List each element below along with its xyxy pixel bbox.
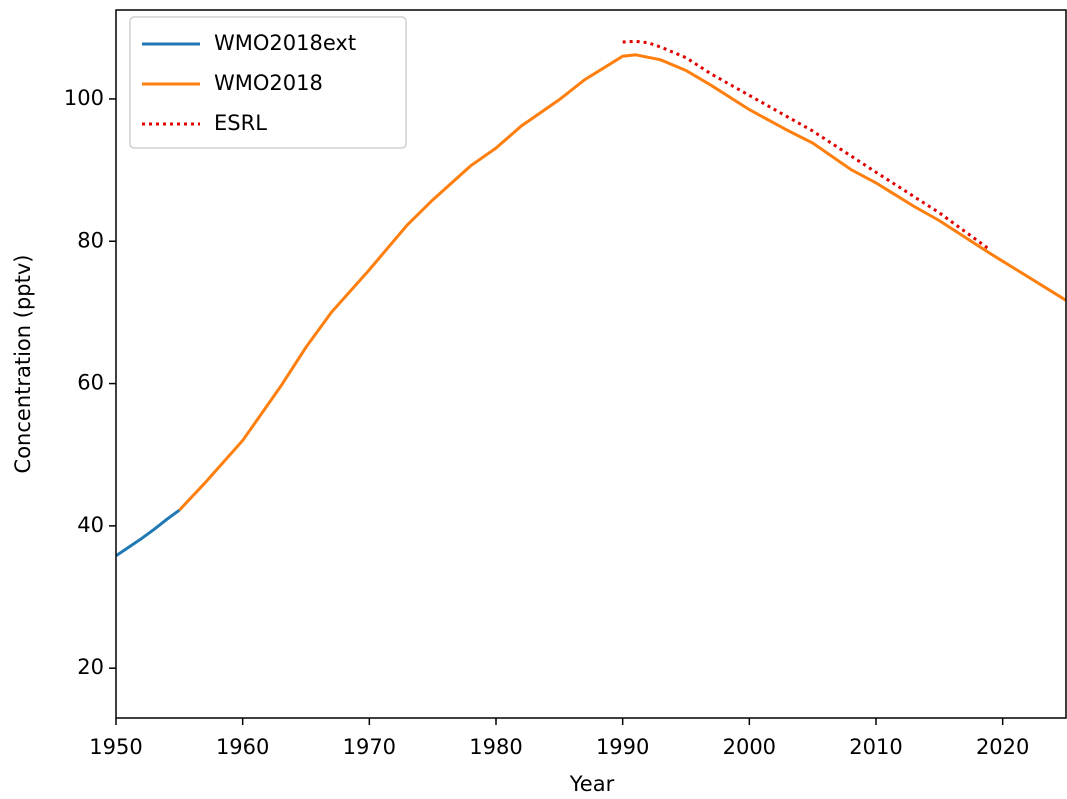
- legend-label: ESRL: [214, 111, 267, 135]
- x-tick-label: 1970: [343, 735, 396, 759]
- plot-frame: [115, 9, 1067, 719]
- y-tick-label: 20: [77, 655, 104, 679]
- line-1: [178, 53, 1066, 512]
- x-tick-label: 1980: [469, 735, 522, 759]
- x-axis-label: Year: [569, 772, 615, 796]
- legend-label: WMO2018: [214, 71, 323, 95]
- y-tick-label: 40: [77, 513, 104, 537]
- x-tick-label: 1960: [216, 735, 269, 759]
- y-tick-label: 80: [77, 228, 104, 252]
- x-tick-label: 2010: [849, 735, 902, 759]
- y-tick-label: 100: [64, 86, 104, 110]
- x-tick-label: 2000: [723, 735, 776, 759]
- legend-box: [129, 16, 407, 149]
- y-tick-label: 60: [77, 371, 104, 395]
- y-axis-label: Concentration (pptv): [11, 255, 35, 474]
- line-2: [622, 39, 991, 252]
- x-tick-label: 2020: [976, 735, 1029, 759]
- x-tick-label: 1990: [596, 735, 649, 759]
- legend-label: WMO2018ext: [214, 31, 356, 55]
- x-tick-label: 1950: [89, 735, 142, 759]
- line-0: [116, 509, 181, 558]
